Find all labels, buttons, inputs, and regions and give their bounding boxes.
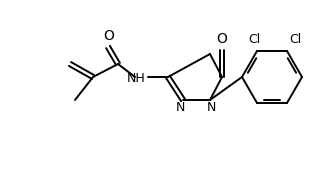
Text: N: N [206,101,216,114]
Text: Cl: Cl [248,33,260,46]
Text: O: O [216,32,227,46]
Text: O: O [104,29,115,43]
Text: N: N [175,101,185,114]
Text: NH: NH [127,72,146,84]
Text: Cl: Cl [289,33,301,46]
